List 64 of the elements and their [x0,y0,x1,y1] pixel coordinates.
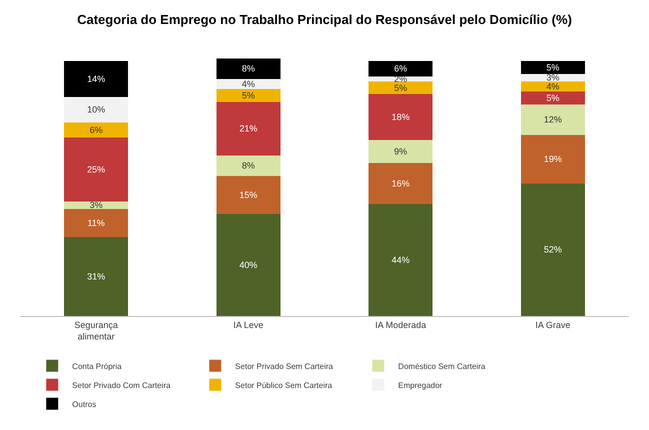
legend-label: Setor Público Sem Carteira [235,380,333,390]
data-label: 5% [546,62,560,72]
data-label: 14% [87,74,106,84]
data-label: 25% [87,164,106,174]
data-label: 44% [392,254,410,265]
bar [216,214,280,316]
x-tick-label: Segurança alimentar [74,320,118,342]
bar [520,92,585,104]
bar [368,94,433,140]
bar [520,183,585,316]
data-label: 12% [544,114,562,125]
data-label: 4% [242,79,255,90]
data-label: 3% [546,72,560,83]
bar [64,138,128,202]
bar [368,140,433,164]
data-label: 19% [544,154,562,164]
bar [64,208,128,237]
bar [368,61,433,76]
data-label: 52% [544,244,562,255]
legend-label: Setor Privado Com Carteira [72,380,171,390]
legend-label: Doméstico Sem Carteira [398,362,486,371]
data-label: 9% [394,146,408,157]
data-label: 16% [392,178,410,188]
bar [520,81,585,92]
data-label: 15% [239,190,258,200]
data-label: 10% [87,104,106,115]
data-label: 40% [239,260,258,270]
bar [216,176,280,214]
bar [368,163,433,204]
x-tick-label: IA Grave [535,320,570,330]
data-label: 5% [242,90,255,101]
x-tick-label: IA Moderada [375,320,426,330]
bar [64,96,128,122]
data-label: 21% [239,124,258,134]
data-label: 6% [90,124,103,135]
legend-label: Conta Própria [72,362,122,371]
data-label: 5% [546,93,560,104]
data-label: 8% [242,64,255,74]
x-tick-label: IA Leve [233,320,264,330]
bar [368,81,433,94]
data-label: 8% [242,160,255,171]
chart-title: Categoria do Emprego no Trabalho Principal do Responsável pelo Domicílio (%) [77,12,572,28]
data-label: 4% [546,82,560,92]
legend-label: Empregador [398,380,443,390]
bar [520,135,585,184]
bar [216,155,280,176]
data-label: 18% [392,112,410,122]
data-label: 11% [87,218,105,228]
bar [368,204,433,316]
legend-label: Outros [72,400,96,409]
data-label: 3% [90,200,103,210]
legend-label: Setor Privado Sem Carteira [235,362,334,371]
bar [216,89,280,102]
bar [520,104,585,136]
data-label: 5% [394,82,408,93]
bar [64,122,128,138]
data-label: 6% [394,64,408,74]
bar [64,61,128,97]
bar [64,236,128,316]
bar [216,102,280,156]
data-label: 31% [87,271,106,282]
bar [216,78,280,90]
bar [216,58,280,79]
bar [520,61,585,74]
